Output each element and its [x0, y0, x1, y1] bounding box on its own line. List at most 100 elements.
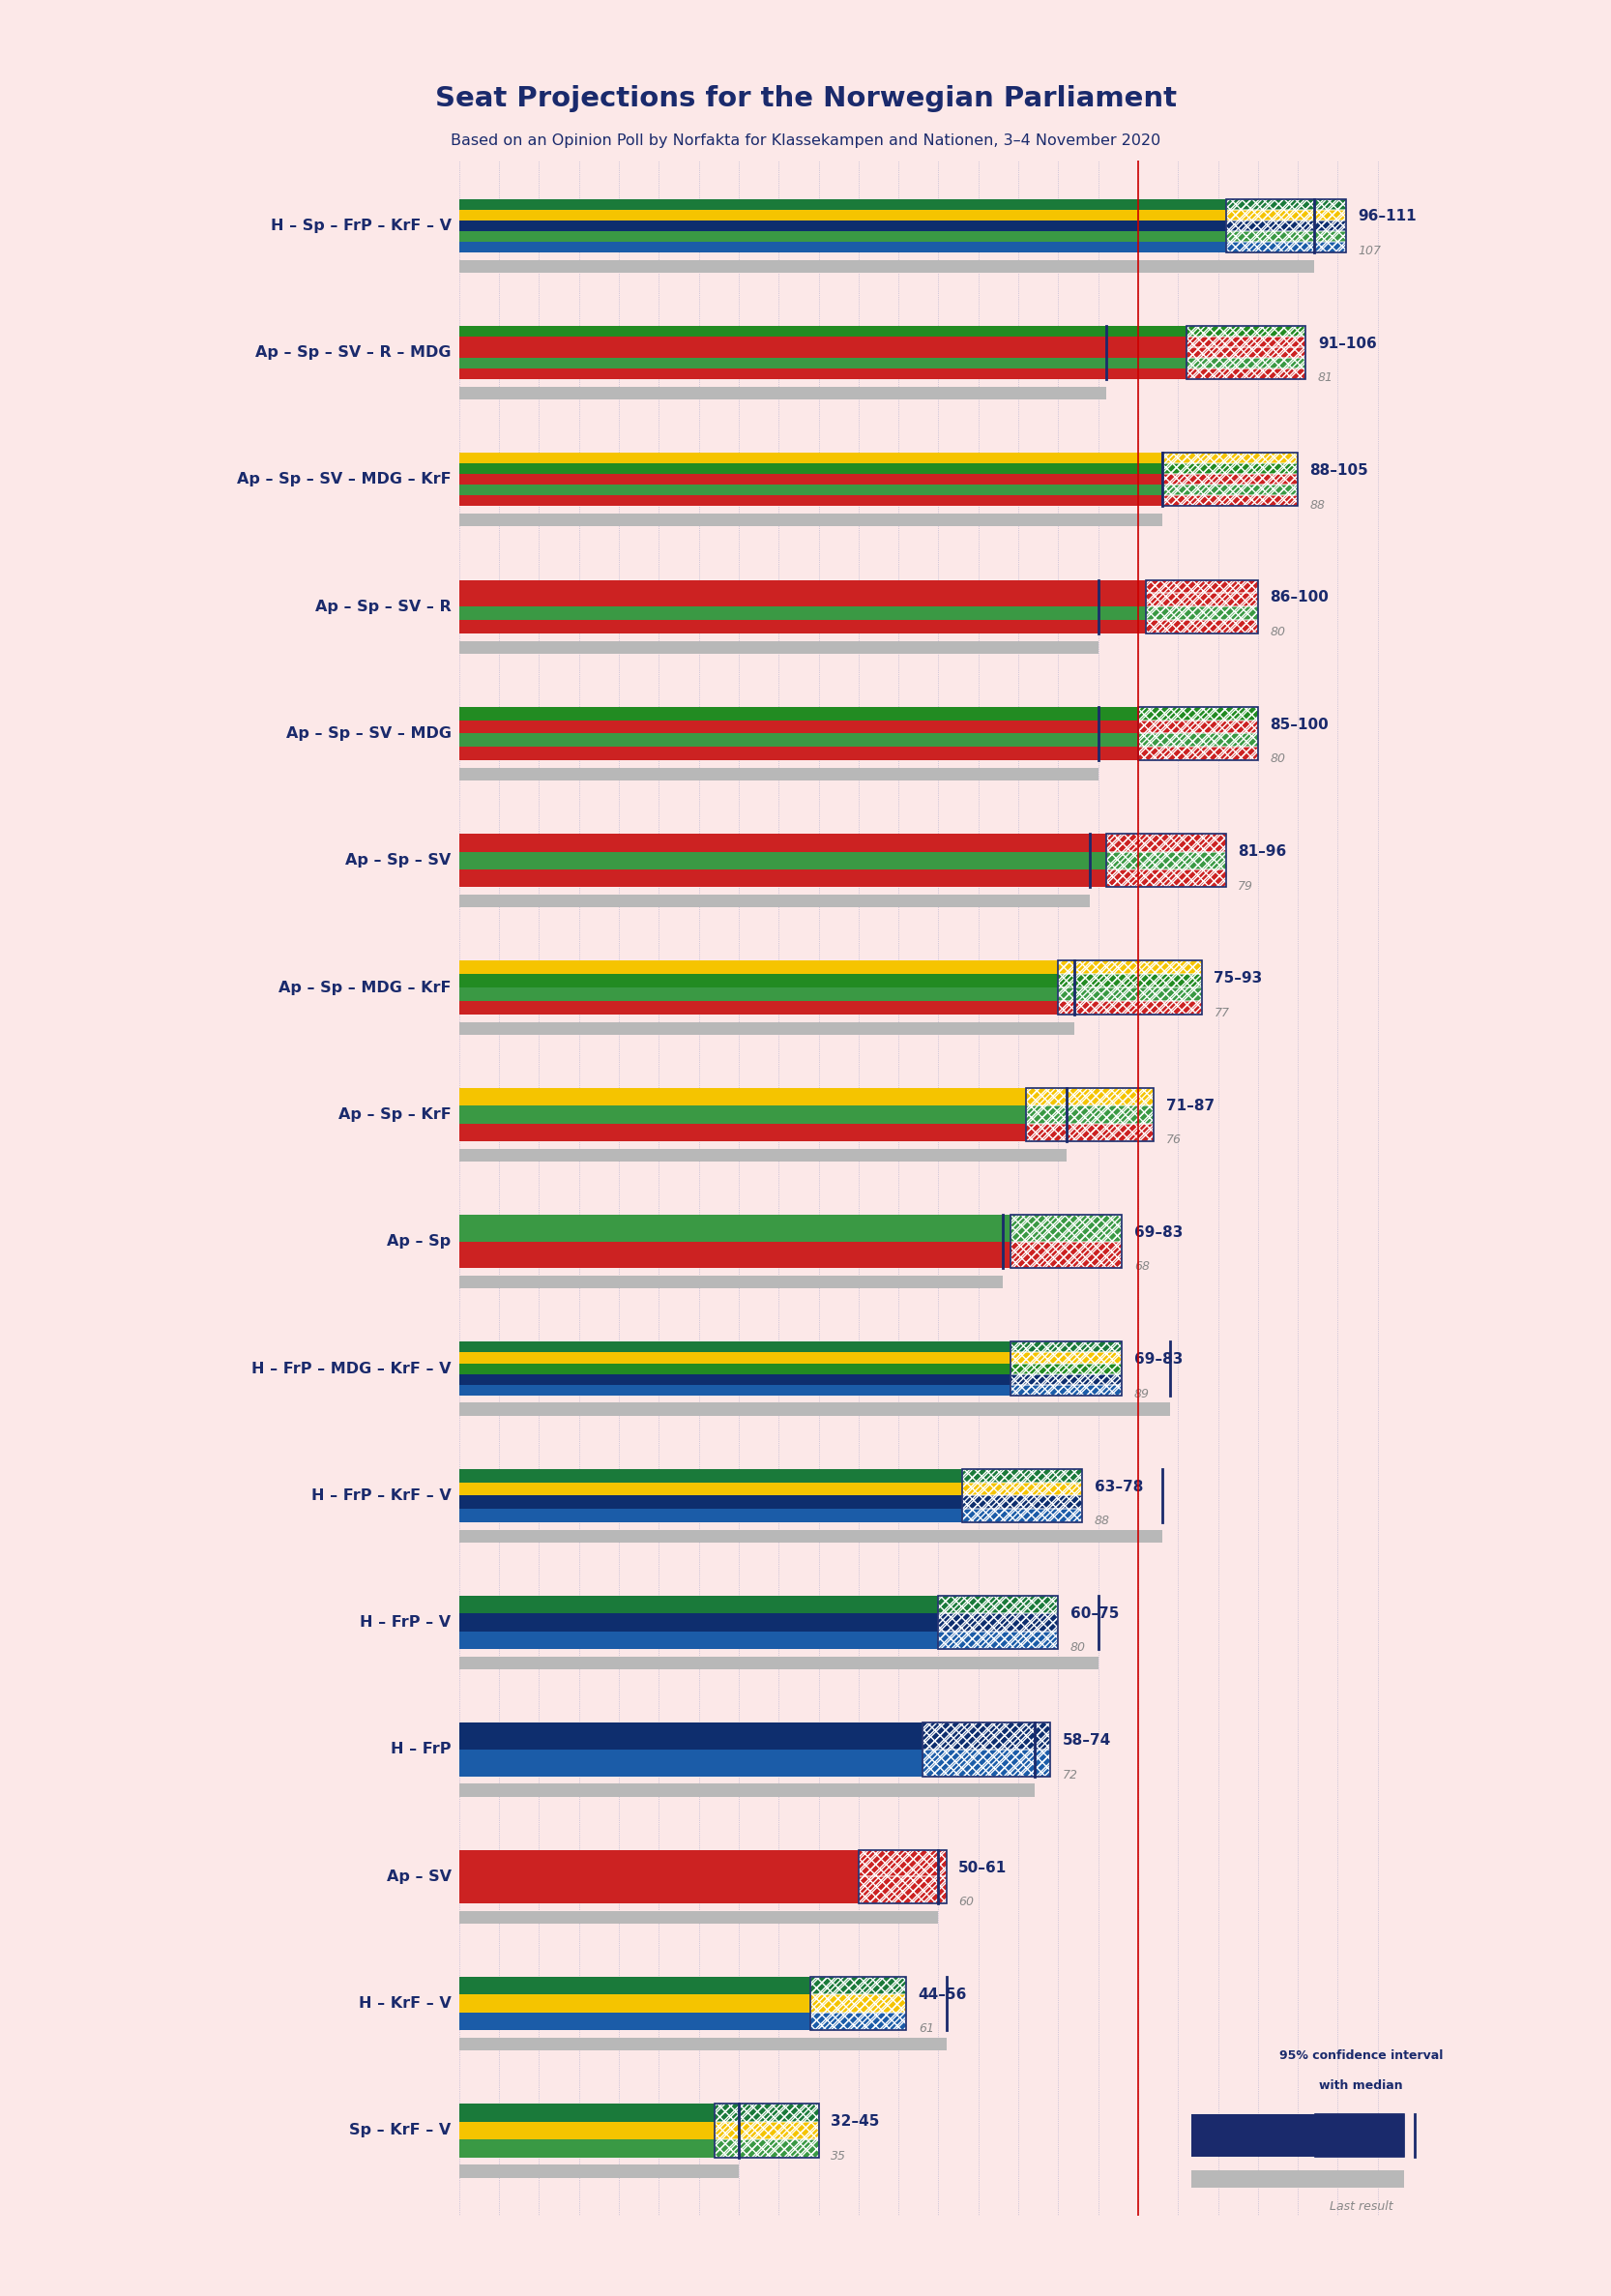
Bar: [1162, 475, 1298, 484]
Bar: [1186, 338, 1307, 347]
Bar: [459, 852, 1107, 870]
Bar: [1145, 581, 1258, 592]
Bar: [459, 1910, 938, 1924]
Bar: [1226, 220, 1345, 232]
Bar: [923, 1722, 1050, 1750]
Bar: [459, 707, 1137, 721]
Bar: [1010, 1215, 1123, 1242]
Bar: [459, 870, 1107, 886]
Bar: [1162, 452, 1298, 464]
Bar: [1010, 1384, 1123, 1396]
Bar: [1137, 721, 1258, 732]
Text: 79: 79: [1237, 879, 1253, 893]
Bar: [459, 358, 1186, 367]
Bar: [938, 1614, 1058, 1632]
Bar: [1010, 1215, 1123, 1267]
Bar: [1058, 1001, 1202, 1015]
Bar: [459, 1277, 1002, 1288]
Bar: [1186, 358, 1307, 367]
Text: 32–45: 32–45: [831, 2115, 880, 2128]
Bar: [1162, 464, 1298, 475]
Text: 88–105: 88–105: [1310, 464, 1369, 478]
Bar: [459, 721, 1137, 732]
Text: Seat Projections for the Norwegian Parliament: Seat Projections for the Norwegian Parli…: [435, 85, 1176, 113]
Bar: [1315, 2115, 1403, 2158]
Bar: [459, 496, 1162, 505]
Text: H – FrP: H – FrP: [391, 1743, 451, 1756]
Bar: [1226, 200, 1345, 209]
Bar: [1145, 592, 1258, 606]
Bar: [1137, 721, 1258, 732]
Bar: [459, 767, 1099, 781]
Bar: [1107, 870, 1226, 886]
Bar: [962, 1469, 1083, 1522]
Bar: [1186, 367, 1307, 379]
Bar: [1137, 707, 1258, 760]
Text: Ap – Sp – SV – MDG: Ap – Sp – SV – MDG: [285, 726, 451, 742]
Bar: [459, 1107, 1026, 1123]
Bar: [1186, 338, 1307, 347]
Bar: [923, 1722, 1050, 1750]
Text: Ap – Sp – KrF: Ap – Sp – KrF: [338, 1107, 451, 1123]
Bar: [859, 1851, 946, 1876]
Text: 95% confidence interval: 95% confidence interval: [1279, 2050, 1443, 2062]
Bar: [938, 1632, 1058, 1649]
Bar: [1026, 1123, 1153, 1141]
Bar: [859, 1876, 946, 1903]
Bar: [459, 1722, 923, 1750]
Bar: [1315, 2115, 1403, 2158]
Bar: [715, 2140, 818, 2158]
Bar: [1026, 1107, 1153, 1123]
Bar: [938, 1614, 1058, 1632]
Bar: [810, 1977, 907, 1995]
Bar: [1058, 987, 1202, 1001]
Bar: [459, 1001, 1058, 1015]
Bar: [1137, 732, 1258, 746]
Bar: [1010, 1215, 1123, 1242]
Bar: [962, 1469, 1083, 1483]
Bar: [459, 1242, 1010, 1267]
Bar: [962, 1469, 1083, 1483]
Bar: [459, 1529, 1162, 1543]
Bar: [715, 2103, 818, 2122]
Bar: [1137, 746, 1258, 760]
Bar: [1010, 1242, 1123, 1267]
Bar: [1145, 606, 1258, 620]
Text: Ap – Sp – SV: Ap – Sp – SV: [345, 854, 451, 868]
Text: 69–83: 69–83: [1134, 1226, 1182, 1240]
Bar: [1107, 852, 1226, 870]
Bar: [715, 2140, 818, 2158]
Bar: [715, 2103, 818, 2122]
Bar: [459, 987, 1058, 1001]
Bar: [459, 1469, 962, 1483]
Bar: [1226, 209, 1345, 220]
Bar: [459, 514, 1162, 526]
Bar: [1226, 241, 1345, 253]
Text: Ap – Sp – SV – R – MDG: Ap – Sp – SV – R – MDG: [255, 344, 451, 360]
Bar: [1162, 496, 1298, 505]
Bar: [459, 326, 1186, 338]
Bar: [459, 1977, 810, 1995]
Bar: [459, 581, 1145, 592]
Bar: [459, 1495, 962, 1508]
Bar: [859, 1851, 946, 1903]
Bar: [459, 338, 1186, 347]
Bar: [459, 1632, 938, 1649]
Text: 80: 80: [1269, 753, 1286, 765]
Bar: [1145, 581, 1258, 592]
Bar: [459, 2122, 715, 2140]
Bar: [923, 1750, 1050, 1777]
Bar: [1162, 475, 1298, 484]
Bar: [459, 259, 1315, 273]
Bar: [1058, 987, 1202, 1001]
Bar: [1010, 1364, 1123, 1373]
Text: Ap – SV: Ap – SV: [387, 1869, 451, 1883]
Bar: [1058, 974, 1202, 987]
Text: H – FrP – MDG – KrF – V: H – FrP – MDG – KrF – V: [251, 1362, 451, 1375]
Bar: [1226, 200, 1345, 253]
Bar: [1058, 1001, 1202, 1015]
Text: 81: 81: [1318, 372, 1334, 383]
Bar: [938, 1632, 1058, 1649]
Text: Ap – Sp – MDG – KrF: Ap – Sp – MDG – KrF: [279, 980, 451, 994]
Bar: [1137, 746, 1258, 760]
